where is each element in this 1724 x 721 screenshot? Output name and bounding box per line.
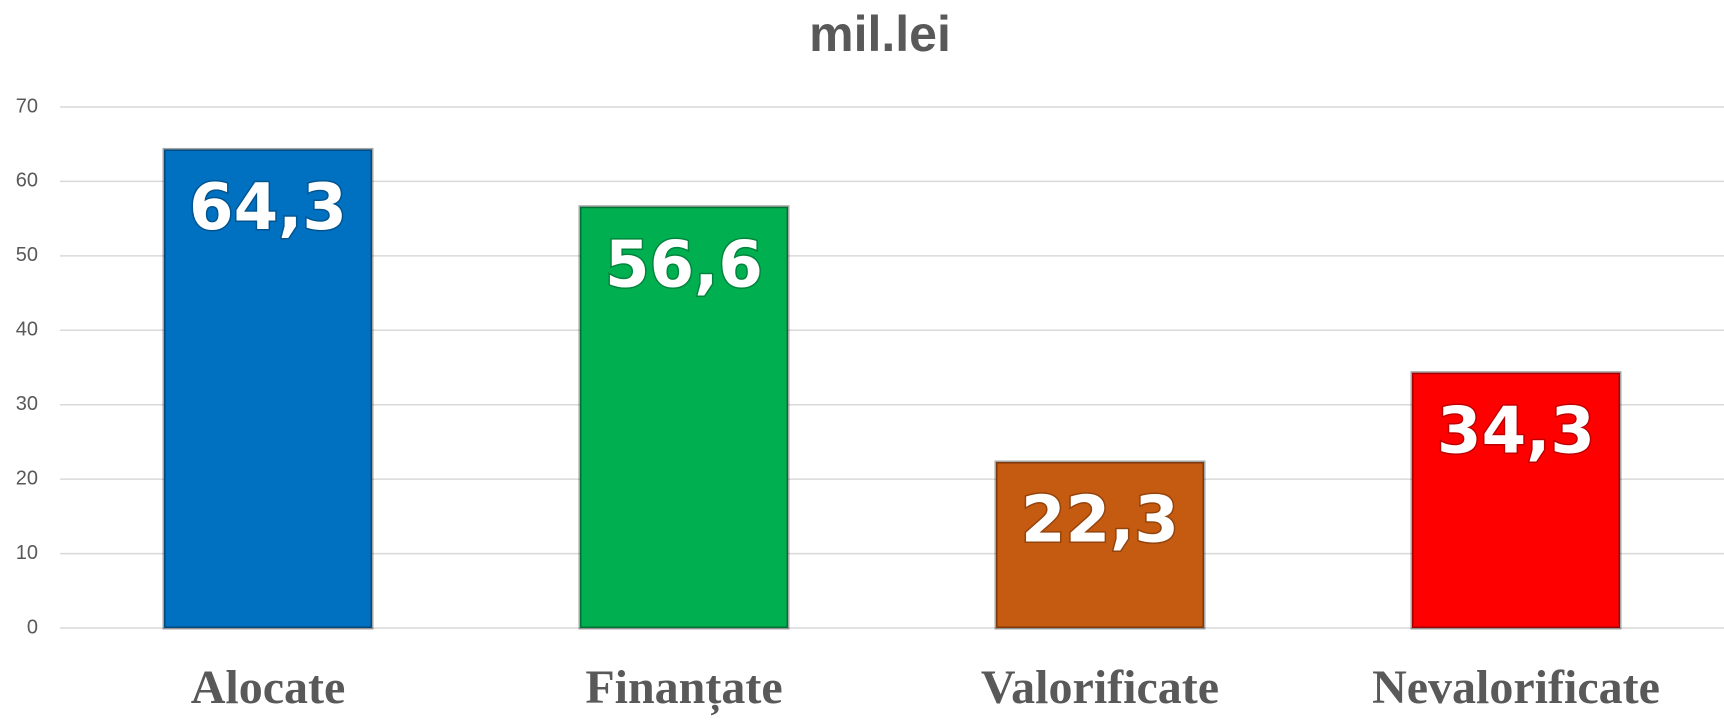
bar bbox=[1410, 371, 1622, 630]
x-tick-label: Nevalorificate bbox=[1372, 661, 1660, 714]
bar bbox=[994, 460, 1206, 630]
data-label: 34,3 bbox=[1437, 394, 1595, 468]
y-tick-label: 30 bbox=[16, 393, 38, 415]
data-label: 56,6 bbox=[605, 228, 763, 302]
y-tick-label: 70 bbox=[16, 95, 38, 117]
y-tick-label: 10 bbox=[16, 542, 38, 564]
y-tick-label: 0 bbox=[27, 616, 38, 638]
data-label: 22,3 bbox=[1021, 484, 1179, 558]
bar bbox=[578, 205, 790, 630]
y-tick-label: 50 bbox=[16, 244, 38, 266]
x-tick-label: Alocate bbox=[191, 661, 346, 714]
x-tick-label: Valorificate bbox=[981, 661, 1219, 714]
y-tick-label: 40 bbox=[16, 319, 38, 341]
data-label: 64,3 bbox=[189, 171, 347, 245]
bar bbox=[162, 147, 374, 630]
y-tick-label: 60 bbox=[16, 170, 38, 192]
y-tick-label: 20 bbox=[16, 467, 38, 489]
chart-title: mil.lei bbox=[809, 6, 951, 62]
x-tick-label: Finanțate bbox=[585, 661, 782, 715]
